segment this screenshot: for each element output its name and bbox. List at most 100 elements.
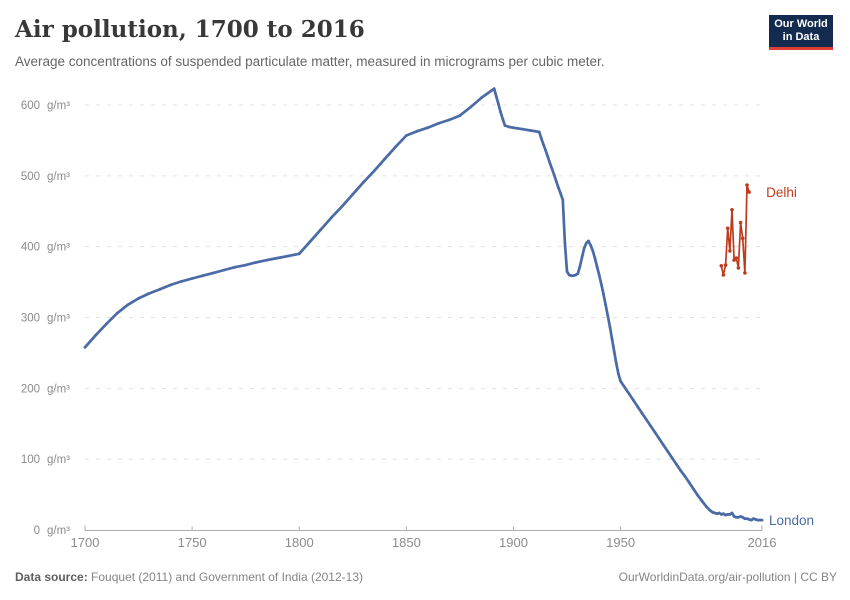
london-point[interactable] xyxy=(492,87,496,91)
london-point[interactable] xyxy=(340,204,344,208)
london-point[interactable] xyxy=(760,518,764,522)
london-point[interactable] xyxy=(636,405,640,409)
london-point[interactable] xyxy=(713,511,717,515)
london-point[interactable] xyxy=(612,350,616,353)
london-point[interactable] xyxy=(608,325,612,329)
london-point[interactable] xyxy=(569,274,573,278)
london-point[interactable] xyxy=(734,515,738,519)
delhi-point[interactable] xyxy=(743,271,747,275)
london-point[interactable] xyxy=(169,283,173,287)
london-point[interactable] xyxy=(604,303,607,307)
london-point[interactable] xyxy=(83,345,87,349)
london-point[interactable] xyxy=(539,136,543,140)
london-point[interactable] xyxy=(537,130,541,134)
london-point[interactable] xyxy=(653,430,657,434)
london-point[interactable] xyxy=(597,273,601,277)
london-point[interactable] xyxy=(732,515,736,518)
owid-logo[interactable]: Our World in Data xyxy=(769,15,833,50)
london-point[interactable] xyxy=(747,518,751,521)
delhi-point[interactable] xyxy=(745,183,749,187)
london-point[interactable] xyxy=(700,499,704,503)
london-point[interactable] xyxy=(372,169,376,173)
london-point[interactable] xyxy=(728,513,732,516)
london-point[interactable] xyxy=(670,456,674,460)
london-point[interactable] xyxy=(752,517,755,521)
london-point[interactable] xyxy=(244,263,248,267)
london-point[interactable] xyxy=(587,239,590,243)
london-point[interactable] xyxy=(610,337,614,341)
london-point[interactable] xyxy=(255,260,258,264)
delhi-point[interactable] xyxy=(734,256,739,260)
london-point[interactable] xyxy=(572,274,575,278)
london-point[interactable] xyxy=(499,110,502,114)
london-point[interactable] xyxy=(715,512,719,516)
london-point[interactable] xyxy=(212,271,215,275)
london-point[interactable] xyxy=(415,129,419,133)
london-point[interactable] xyxy=(158,287,162,291)
london-point[interactable] xyxy=(297,252,301,256)
london-point[interactable] xyxy=(602,292,605,296)
london-point[interactable] xyxy=(627,392,631,396)
delhi-point[interactable] xyxy=(725,226,730,231)
london-point[interactable] xyxy=(582,246,586,250)
delhi-point[interactable] xyxy=(728,249,732,253)
london-point[interactable] xyxy=(593,256,597,260)
london-point[interactable] xyxy=(265,258,269,262)
london-point[interactable] xyxy=(711,510,715,514)
london-point[interactable] xyxy=(94,333,98,337)
london-point[interactable] xyxy=(437,122,440,125)
london-point[interactable] xyxy=(405,134,408,137)
london-point[interactable] xyxy=(724,513,727,517)
london-point[interactable] xyxy=(722,512,725,516)
london-point[interactable] xyxy=(497,102,500,106)
delhi-point[interactable] xyxy=(721,273,726,277)
london-point[interactable] xyxy=(644,418,648,421)
london-point[interactable] xyxy=(692,487,695,491)
london-point[interactable] xyxy=(561,198,565,202)
delhi-point[interactable] xyxy=(740,236,745,240)
london-point[interactable] xyxy=(741,515,745,519)
london-point[interactable] xyxy=(529,129,532,132)
credit-link[interactable]: OurWorldinData.org/air-pollution | CC BY xyxy=(618,570,837,584)
london-point[interactable] xyxy=(233,265,237,269)
london-point[interactable] xyxy=(662,443,665,447)
london-point[interactable] xyxy=(507,125,511,129)
london-point[interactable] xyxy=(552,173,556,177)
london-point[interactable] xyxy=(201,274,205,278)
delhi-point[interactable] xyxy=(738,220,743,225)
london-point[interactable] xyxy=(666,450,670,453)
london-point[interactable] xyxy=(584,241,588,245)
london-point[interactable] xyxy=(554,180,558,183)
london-point[interactable] xyxy=(516,126,520,130)
london-point[interactable] xyxy=(709,509,712,513)
london-point[interactable] xyxy=(559,192,562,195)
london-point[interactable] xyxy=(649,424,652,428)
london-point[interactable] xyxy=(490,88,494,92)
london-point[interactable] xyxy=(657,437,661,440)
london-point[interactable] xyxy=(126,303,130,307)
london-point[interactable] xyxy=(557,186,560,190)
london-point[interactable] xyxy=(567,273,571,277)
london-point[interactable] xyxy=(501,117,505,121)
london-point[interactable] xyxy=(743,517,747,521)
london-point[interactable] xyxy=(308,240,312,244)
london-point[interactable] xyxy=(362,180,365,184)
london-point[interactable] xyxy=(447,118,451,122)
london-point[interactable] xyxy=(756,518,760,522)
london-point[interactable] xyxy=(719,513,723,516)
london-point[interactable] xyxy=(426,126,430,130)
london-point[interactable] xyxy=(617,372,620,376)
london-point[interactable] xyxy=(619,379,622,383)
london-point[interactable] xyxy=(683,474,687,478)
delhi-point[interactable] xyxy=(736,266,741,270)
london-point[interactable] xyxy=(394,145,397,149)
london-point[interactable] xyxy=(599,282,603,286)
london-point[interactable] xyxy=(623,386,627,389)
london-point[interactable] xyxy=(687,481,691,484)
london-point[interactable] xyxy=(632,399,635,402)
london-point[interactable] xyxy=(351,192,355,196)
london-point[interactable] xyxy=(542,143,545,147)
london-point[interactable] xyxy=(105,322,108,326)
london-point[interactable] xyxy=(730,511,734,515)
london-point[interactable] xyxy=(580,255,584,259)
